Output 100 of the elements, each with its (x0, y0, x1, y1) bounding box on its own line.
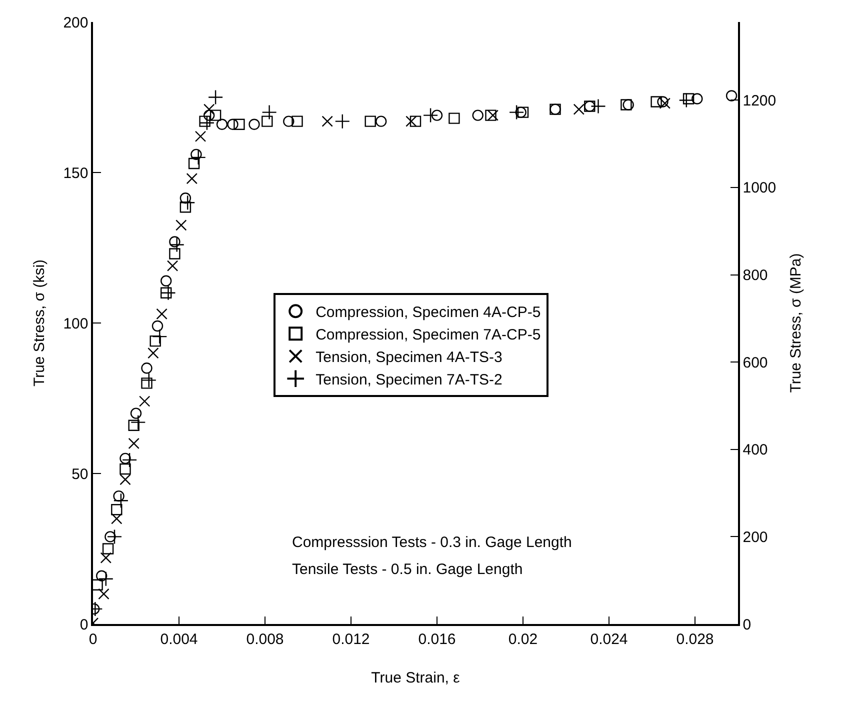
point (364, 116, 376, 127)
point (322, 116, 333, 127)
x-tick-label: 0.008 (246, 630, 284, 648)
point (166, 260, 178, 272)
point (160, 287, 172, 298)
point (93, 579, 103, 590)
point (190, 150, 206, 166)
point (234, 118, 245, 130)
point (199, 116, 210, 127)
y-tick-label: 100 (63, 315, 88, 332)
annotation: Tensile Tests - 0.5 in. Gage Length (292, 561, 523, 578)
point (508, 104, 524, 120)
point (180, 192, 192, 204)
point (678, 92, 694, 108)
x-tick-label: 0.024 (590, 630, 628, 648)
x-tick-label: 0.02 (508, 630, 538, 648)
point (176, 220, 187, 231)
point (682, 93, 694, 104)
point (141, 378, 152, 389)
point (113, 490, 124, 502)
annotation: Compresssion Tests - 0.3 in. Gage Length (292, 534, 572, 551)
point (283, 116, 294, 127)
point (96, 570, 108, 582)
point (406, 116, 417, 127)
point (216, 118, 228, 130)
point (141, 372, 156, 388)
point (376, 116, 387, 127)
point (410, 116, 422, 127)
point (148, 348, 159, 359)
point (248, 118, 260, 130)
point (160, 275, 172, 286)
point (190, 148, 202, 160)
x-tick-label: 0.028 (676, 630, 714, 648)
point (113, 492, 129, 508)
point (180, 195, 196, 210)
y-axis-title: True Stress, σ (ksi) (30, 259, 48, 387)
point (194, 130, 206, 142)
point (106, 529, 122, 544)
y-tick-label: 50 (72, 466, 88, 483)
x-axis-title: True Strain, ε (371, 669, 460, 686)
point (111, 513, 122, 524)
point (204, 110, 215, 121)
point (422, 108, 438, 123)
point (692, 93, 703, 104)
legend-label: Tension, Specimen 7A-TS-2 (316, 372, 502, 388)
point (128, 438, 140, 449)
point (152, 320, 164, 332)
point (120, 474, 131, 486)
x-tick-label: 0.012 (332, 630, 370, 648)
point (180, 202, 192, 213)
point (590, 98, 606, 114)
y2-tick-label: 200 (742, 528, 768, 546)
point (130, 414, 146, 430)
point (227, 118, 238, 130)
point (141, 362, 152, 374)
point (150, 335, 161, 347)
point (102, 543, 114, 554)
point (262, 104, 277, 120)
y2-axis-title: True Stress, σ (MPa) (788, 253, 805, 393)
point (156, 308, 168, 320)
point (104, 531, 116, 542)
point (128, 420, 140, 431)
point (139, 396, 150, 407)
point (120, 452, 131, 464)
point (152, 328, 168, 344)
x-tick-label: 0.004 (160, 630, 198, 648)
point (130, 408, 142, 419)
y2-tick-label: 800 (742, 267, 768, 284)
point (98, 571, 114, 586)
point (188, 158, 200, 170)
point (650, 96, 662, 108)
y2-tick-label: 1000 (742, 180, 776, 197)
point (262, 116, 273, 127)
y-tick-label: 200 (63, 14, 88, 32)
point (431, 110, 443, 121)
point (208, 90, 224, 105)
y-tick-label: 0 (80, 616, 88, 634)
legend-label: Compression, Specimen 4A-CP-5 (316, 304, 541, 321)
point (573, 104, 584, 115)
point (210, 110, 222, 121)
point (100, 552, 112, 564)
legend-label: Tension, Specimen 4A-TS-3 (316, 349, 502, 366)
point (160, 285, 176, 300)
point (169, 248, 180, 260)
point (448, 112, 460, 124)
point (292, 116, 303, 127)
point (726, 90, 738, 102)
y-tick-label: 150 (63, 164, 88, 182)
point (334, 114, 350, 129)
point (186, 172, 198, 184)
legend-label: Compression, Specimen 7A-CP-5 (316, 326, 541, 344)
point (122, 452, 138, 468)
y2-tick-label: 0 (742, 616, 752, 634)
point (98, 588, 110, 600)
point (169, 236, 180, 248)
point (472, 110, 484, 121)
x-tick-label: 0.016 (418, 630, 456, 648)
y2-tick-label: 400 (742, 442, 768, 459)
y2-tick-label: 1200 (742, 92, 776, 110)
point (517, 106, 529, 118)
